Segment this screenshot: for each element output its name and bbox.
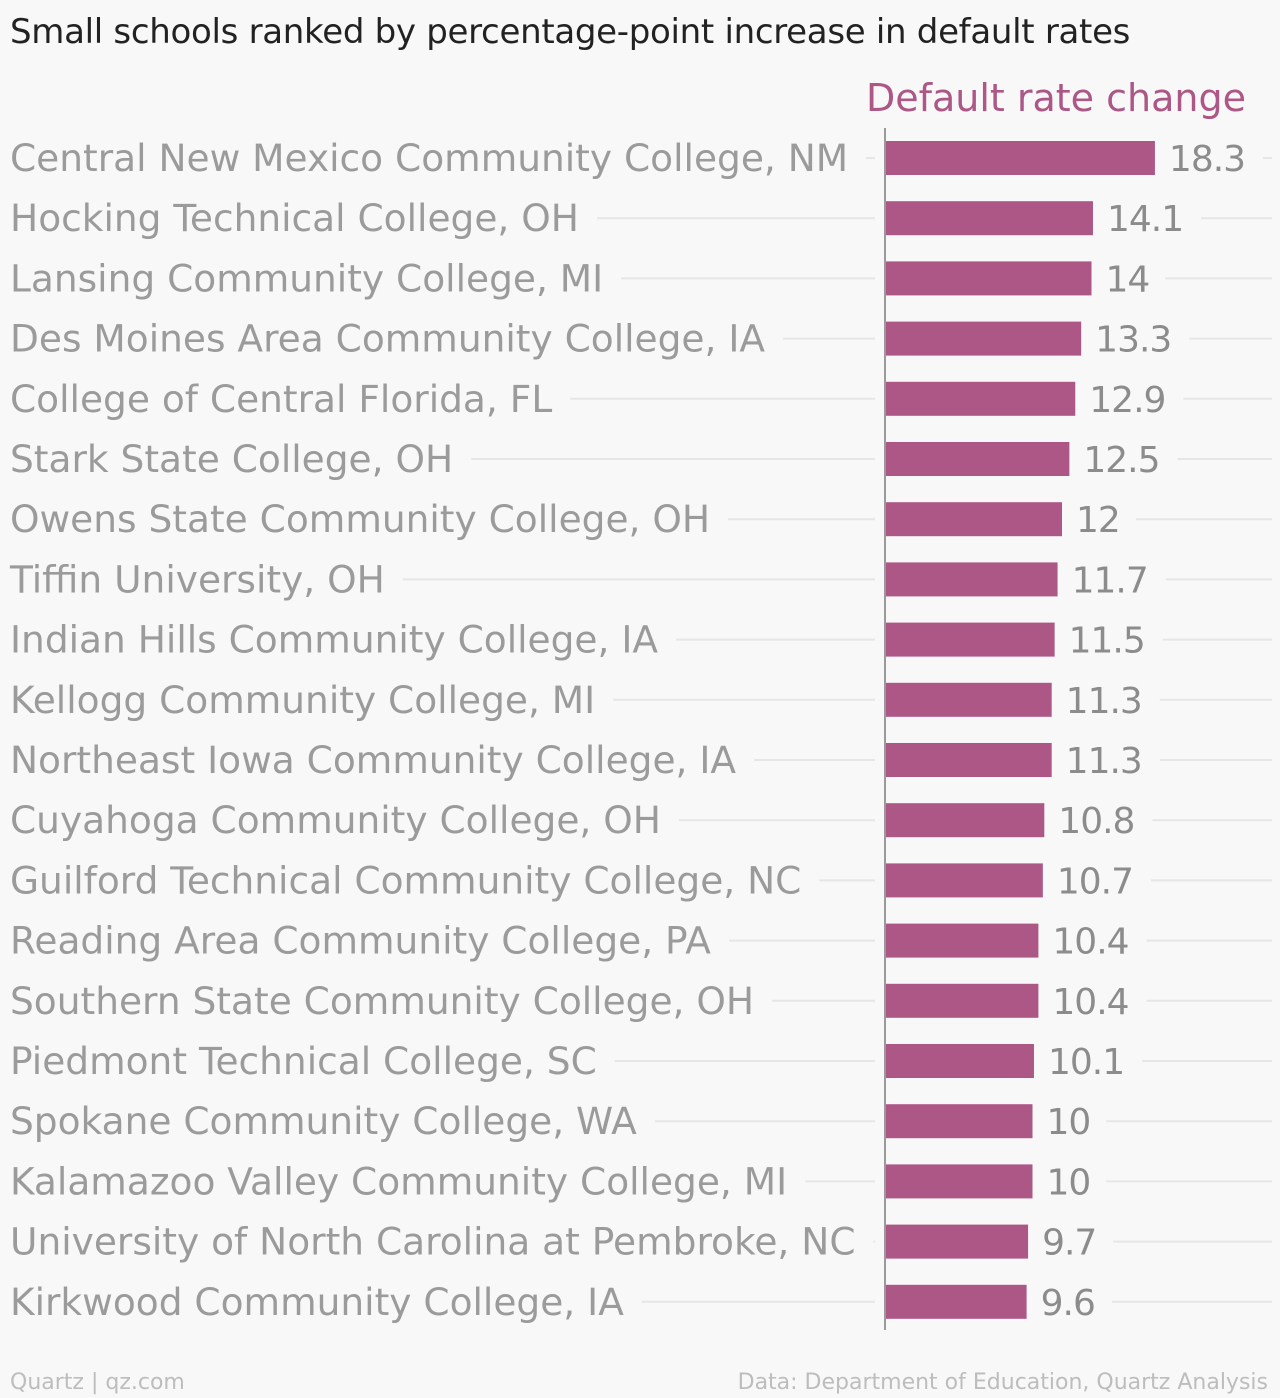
bar bbox=[885, 983, 1039, 1018]
category-label: Southern State Community College, OH bbox=[10, 979, 754, 1023]
bar bbox=[885, 502, 1062, 537]
bar bbox=[885, 1164, 1033, 1199]
value-label: 12.9 bbox=[1089, 380, 1165, 421]
bar bbox=[885, 923, 1039, 958]
category-label: Piedmont Technical College, SC bbox=[10, 1039, 597, 1083]
bar bbox=[885, 442, 1070, 476]
value-label: 10 bbox=[1047, 1102, 1091, 1143]
value-label: 12.5 bbox=[1083, 440, 1159, 481]
category-label: Kirkwood Community College, IA bbox=[10, 1280, 624, 1324]
category-label: Guilford Technical Community College, NC bbox=[10, 858, 801, 902]
series-header: Default rate change bbox=[865, 76, 1246, 120]
bar bbox=[885, 261, 1092, 296]
footer-source: Data: Department of Education, Quartz An… bbox=[737, 1370, 1268, 1395]
category-label: Indian Hills Community College, IA bbox=[10, 618, 658, 662]
bar bbox=[885, 321, 1082, 356]
category-label: College of Central Florida, FL bbox=[10, 377, 552, 421]
value-label: 11.3 bbox=[1066, 681, 1142, 722]
category-label: Tiffin University, OH bbox=[9, 557, 385, 601]
value-label: 18.3 bbox=[1169, 139, 1245, 180]
category-label: Owens State Community College, OH bbox=[10, 497, 710, 541]
bar bbox=[885, 743, 1052, 777]
category-label: Kellogg Community College, MI bbox=[10, 678, 595, 722]
value-label: 10.7 bbox=[1057, 861, 1133, 902]
bar bbox=[885, 863, 1043, 898]
value-label: 9.7 bbox=[1042, 1223, 1096, 1264]
value-label: 10.8 bbox=[1058, 801, 1134, 842]
category-label: University of North Carolina at Pembroke… bbox=[10, 1220, 856, 1264]
category-label: Central New Mexico Community College, NM bbox=[10, 136, 848, 180]
category-label: Cuyahoga Community College, OH bbox=[10, 798, 661, 842]
bar bbox=[885, 1224, 1029, 1259]
bar bbox=[885, 1104, 1033, 1139]
category-label: Stark State College, OH bbox=[10, 437, 453, 481]
value-label: 11.3 bbox=[1066, 741, 1142, 782]
chart-title: Small schools ranked by percentage-point… bbox=[10, 12, 1131, 52]
bar bbox=[885, 562, 1058, 597]
bar bbox=[885, 1044, 1034, 1078]
value-label: 9.6 bbox=[1041, 1283, 1095, 1324]
bar bbox=[885, 201, 1093, 236]
value-label: 10.1 bbox=[1048, 1042, 1124, 1083]
bar bbox=[885, 141, 1155, 175]
category-label: Northeast Iowa Community College, IA bbox=[10, 738, 736, 782]
bar bbox=[885, 1284, 1027, 1319]
category-label: Des Moines Area Community College, IA bbox=[10, 317, 765, 361]
value-label: 10.4 bbox=[1052, 922, 1128, 963]
bar bbox=[885, 622, 1055, 657]
value-label: 14.1 bbox=[1107, 199, 1183, 240]
footer-credit: Quartz | qz.com bbox=[10, 1370, 185, 1395]
category-label: Lansing Community College, MI bbox=[10, 256, 603, 300]
value-label: 14 bbox=[1106, 259, 1150, 300]
value-label: 10.4 bbox=[1052, 982, 1128, 1023]
value-label: 13.3 bbox=[1095, 320, 1171, 361]
value-label: 12 bbox=[1076, 500, 1120, 541]
category-label: Kalamazoo Valley Community College, MI bbox=[10, 1159, 787, 1203]
category-label: Hocking Technical College, OH bbox=[10, 196, 579, 240]
bar bbox=[885, 803, 1045, 838]
category-label: Reading Area Community College, PA bbox=[10, 919, 711, 963]
bar bbox=[885, 682, 1052, 717]
value-label: 11.5 bbox=[1069, 621, 1145, 662]
value-label: 10 bbox=[1047, 1162, 1091, 1203]
bar bbox=[885, 381, 1076, 416]
category-label: Spokane Community College, WA bbox=[10, 1099, 637, 1143]
value-label: 11.7 bbox=[1072, 560, 1148, 601]
